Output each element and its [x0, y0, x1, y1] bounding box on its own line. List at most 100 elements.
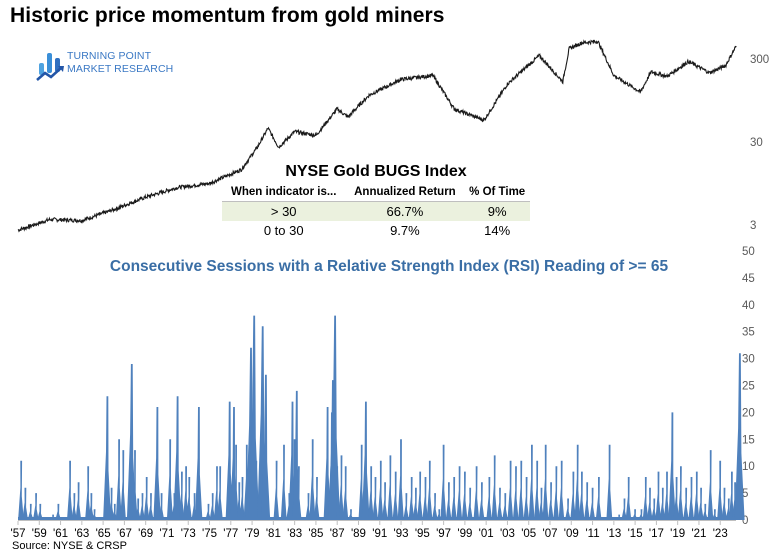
rsi-bar	[323, 407, 332, 520]
x-tick-label: '89	[351, 528, 366, 540]
rsi-bar	[440, 444, 447, 520]
rsi-chart-title: Consecutive Sessions with a Relative Str…	[109, 258, 669, 275]
x-tick-label: '73	[181, 528, 196, 540]
cell-return: 9.7%	[390, 223, 420, 238]
logo-line-1: TURNING POINT	[67, 50, 152, 62]
rsi-bar	[408, 477, 415, 520]
rsi-bar	[542, 444, 549, 520]
rsi-bar	[194, 407, 203, 520]
rsi-bar	[606, 444, 613, 520]
rsi-bar	[728, 471, 735, 520]
x-tick-label: '69	[138, 528, 153, 540]
rsi-bar	[153, 407, 161, 520]
x-tick-label: '03	[500, 528, 515, 540]
rsi-bar	[139, 493, 146, 520]
rsi-bar	[305, 493, 312, 520]
cell-time: 14%	[484, 223, 511, 238]
rsi-bar	[108, 487, 115, 520]
rsi-bar	[55, 503, 61, 520]
rsi-bar	[158, 493, 165, 520]
rsi-bar	[217, 466, 223, 520]
rsi-bar	[553, 466, 559, 520]
rsi-bar	[239, 477, 246, 520]
x-tick-label: '77	[223, 528, 238, 540]
table-row: 0 to 30 9.7% 14%	[222, 221, 530, 240]
header-percent-time: % Of Time	[469, 186, 526, 198]
bar-chart-arrow-icon	[36, 53, 64, 81]
x-tick-label: '65	[96, 528, 111, 540]
rsi-bar	[688, 477, 695, 520]
price-axis-tick-label: 300	[750, 54, 769, 66]
rsi-axis-tick-label: 35	[742, 327, 755, 339]
x-tick-label: '75	[202, 528, 217, 540]
rsi-bar	[663, 471, 670, 520]
rsi-bar	[528, 444, 535, 520]
rsi-axis-tick-label: 5	[742, 488, 748, 500]
rsi-bar	[642, 477, 649, 520]
rsi-axis-tick-label: 10	[742, 461, 755, 473]
rsi-bar	[342, 466, 349, 520]
rsi-axis-tick-label: 40	[742, 300, 755, 312]
cell-condition: > 30	[222, 201, 346, 221]
rsi-bar	[659, 487, 666, 520]
rsi-bar	[578, 471, 585, 520]
rsi-bar	[518, 460, 524, 520]
rsi-baseline-bars	[18, 517, 736, 520]
x-axis-ticks: '57 '59 '61 '63 '65 '67 '69 '71 '73 '75 '77 '79 '81 '…	[11, 521, 728, 540]
rsi-bar	[625, 477, 632, 520]
rsi-bar	[186, 477, 192, 520]
rsi-axis-tick-label: 50	[742, 246, 755, 258]
rsi-bar	[166, 439, 173, 520]
rsi-axis-tick-label: 45	[742, 273, 755, 285]
rsi-axis-tick-label: 0	[742, 515, 748, 527]
rsi-bar	[473, 466, 480, 520]
rsi-bar	[693, 471, 700, 520]
rsi-bar	[377, 460, 384, 520]
x-tick-label: '63	[74, 528, 89, 540]
rsi-bar	[361, 401, 370, 520]
rsi-bar	[382, 482, 388, 520]
x-tick-label: '05	[521, 528, 536, 540]
rsi-bar	[85, 466, 91, 520]
rsi-bar	[67, 460, 73, 520]
rsi-bar	[734, 353, 745, 520]
rsi-bar	[183, 466, 189, 520]
cell-time: 9%	[464, 201, 530, 221]
rsi-bars	[18, 315, 745, 520]
rsi-bar	[426, 460, 433, 520]
table-title: NYSE Gold BUGS Index	[285, 163, 467, 180]
rsi-bar	[135, 498, 141, 520]
rsi-bar	[209, 493, 216, 520]
rsi-bar	[115, 439, 122, 520]
rsi-bar	[512, 466, 519, 520]
rsi-bar	[417, 471, 423, 520]
rsi-bar	[507, 460, 514, 520]
rsi-bar	[33, 493, 39, 520]
rsi-bar	[392, 471, 399, 520]
rsi-bar	[646, 487, 653, 520]
price-axis-tick-label: 30	[750, 137, 763, 149]
rsi-bar	[280, 444, 287, 520]
price-axis-tick-label: 3	[750, 220, 756, 232]
x-tick-label: '19	[670, 528, 685, 540]
rsi-bar	[707, 450, 714, 520]
rsi-bar	[120, 450, 126, 520]
x-tick-label: '91	[372, 528, 387, 540]
x-tick-label: '09	[564, 528, 579, 540]
price-y-axis: 3 30 300	[750, 54, 769, 232]
rsi-bar	[27, 503, 34, 520]
rsi-bar	[432, 493, 438, 520]
rsi-bar	[412, 487, 419, 520]
rsi-bar	[702, 503, 708, 520]
header-condition: When indicator is...	[231, 186, 337, 198]
stats-table: NYSE Gold BUGS Index When indicator is..…	[222, 163, 530, 240]
rsi-bar	[570, 471, 576, 520]
rsi-bar	[403, 493, 409, 520]
rsi-bar	[273, 460, 280, 520]
rsi-bar	[131, 450, 138, 520]
rsi-bar	[451, 477, 457, 520]
rsi-bar	[534, 460, 540, 520]
x-tick-label: '01	[479, 528, 494, 540]
logo-line-2: MARKET RESEARCH	[67, 63, 174, 75]
rsi-axis-tick-label: 20	[742, 407, 755, 419]
